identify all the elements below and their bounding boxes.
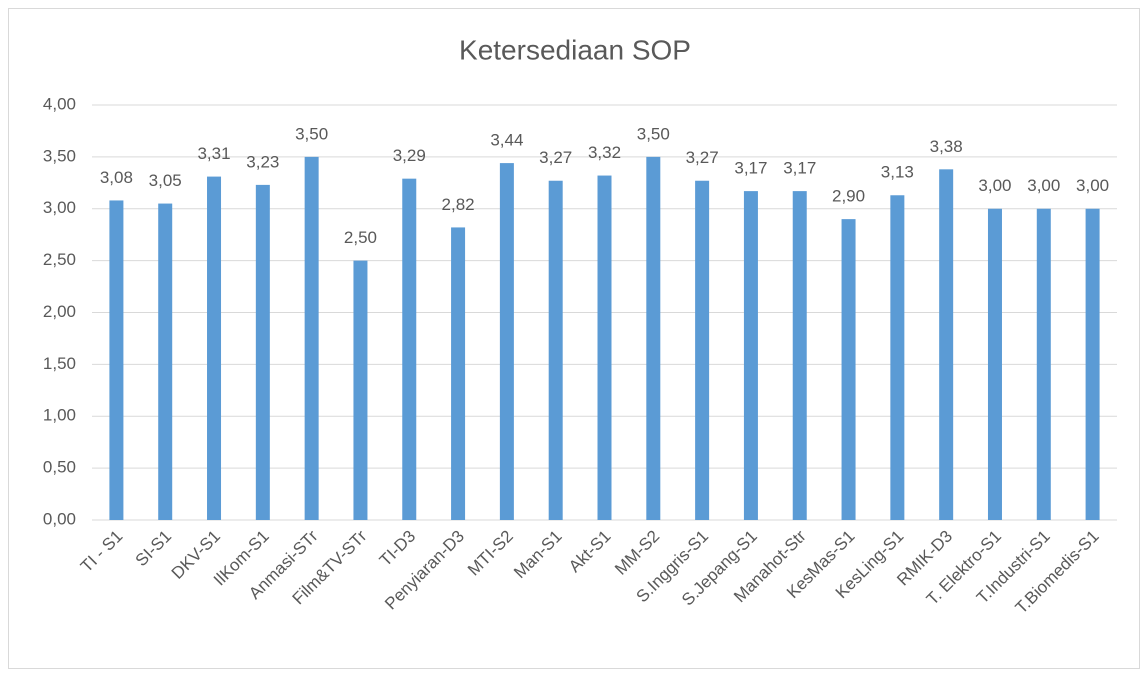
bar bbox=[158, 203, 173, 520]
bar bbox=[1036, 208, 1051, 520]
data-label: 3,23 bbox=[246, 152, 279, 171]
bar bbox=[109, 200, 124, 520]
bar bbox=[353, 260, 368, 520]
bar bbox=[207, 176, 222, 520]
bar bbox=[841, 219, 856, 520]
data-label: 3,00 bbox=[978, 176, 1011, 195]
data-label: 3,38 bbox=[930, 137, 963, 156]
bar bbox=[939, 169, 954, 520]
data-label: 2,82 bbox=[442, 195, 475, 214]
y-tick-label: 2,00 bbox=[43, 302, 76, 321]
bar bbox=[255, 184, 270, 520]
data-label: 3,08 bbox=[100, 168, 133, 187]
bar bbox=[987, 208, 1002, 520]
data-label: 3,31 bbox=[197, 144, 230, 163]
data-label: 3,05 bbox=[149, 171, 182, 190]
bar bbox=[695, 180, 710, 521]
chart-title: Ketersediaan SOP bbox=[459, 34, 691, 65]
data-label: 3,50 bbox=[295, 124, 328, 143]
data-label: 3,00 bbox=[1076, 176, 1109, 195]
data-label: 3,50 bbox=[637, 124, 670, 143]
bar bbox=[499, 163, 514, 520]
y-tick-label: 3,00 bbox=[43, 198, 76, 217]
data-label: 2,50 bbox=[344, 228, 377, 247]
y-tick-label: 1,50 bbox=[43, 354, 76, 373]
data-label: 3,27 bbox=[539, 148, 572, 167]
bar bbox=[402, 178, 417, 520]
data-label: 3,00 bbox=[1027, 176, 1060, 195]
y-tick-label: 0,50 bbox=[43, 458, 76, 477]
data-label: 3,27 bbox=[686, 148, 719, 167]
bar bbox=[597, 175, 612, 521]
data-label: 3,17 bbox=[783, 159, 816, 178]
bar bbox=[304, 156, 319, 520]
bar bbox=[743, 191, 758, 521]
y-tick-label: 1,00 bbox=[43, 406, 76, 425]
y-tick-label: 3,50 bbox=[43, 146, 76, 165]
bar bbox=[451, 227, 466, 521]
y-tick-label: 2,50 bbox=[43, 250, 76, 269]
data-label: 3,17 bbox=[734, 159, 767, 178]
y-tick-label: 0,00 bbox=[43, 509, 76, 528]
data-label: 3,29 bbox=[393, 146, 426, 165]
bar bbox=[1085, 208, 1100, 520]
data-label: 3,32 bbox=[588, 143, 621, 162]
bar bbox=[646, 156, 661, 520]
bar bbox=[792, 191, 807, 521]
bar bbox=[890, 195, 905, 520]
data-label: 2,90 bbox=[832, 187, 865, 206]
bar bbox=[548, 180, 563, 521]
data-label: 3,13 bbox=[881, 163, 914, 182]
y-tick-label: 4,00 bbox=[43, 94, 76, 113]
data-label: 3,44 bbox=[490, 131, 523, 150]
